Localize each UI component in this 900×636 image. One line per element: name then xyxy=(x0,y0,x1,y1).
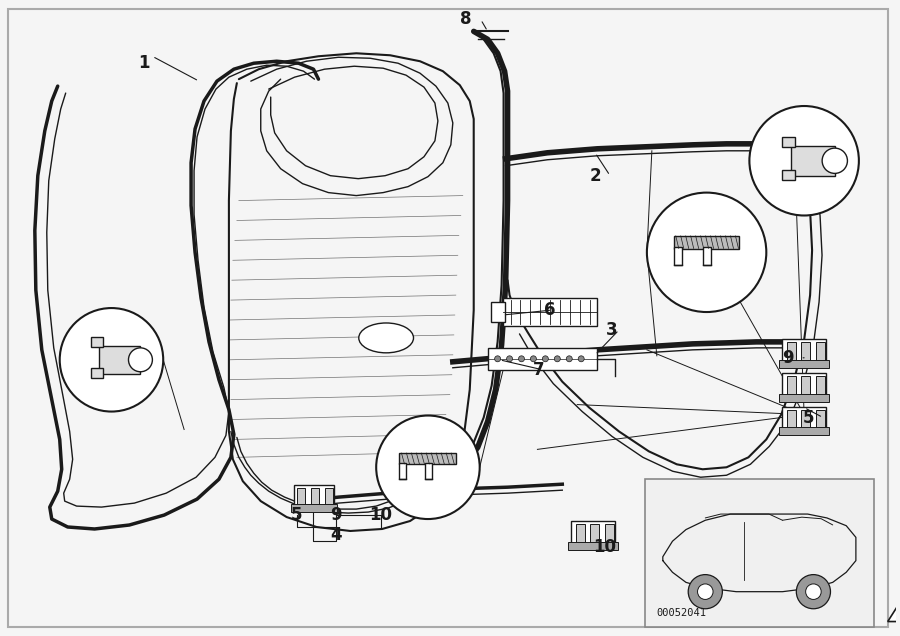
Bar xyxy=(782,373,826,399)
Text: 4: 4 xyxy=(330,526,342,544)
Bar xyxy=(674,247,681,265)
Bar xyxy=(568,542,618,550)
Text: 5: 5 xyxy=(803,408,814,427)
Bar xyxy=(815,410,824,431)
Circle shape xyxy=(59,308,163,411)
Circle shape xyxy=(518,356,525,362)
Bar xyxy=(99,345,140,374)
Bar xyxy=(815,376,824,397)
Bar xyxy=(782,406,826,434)
Bar xyxy=(791,146,835,176)
Bar xyxy=(491,302,505,322)
Bar xyxy=(400,453,456,464)
Circle shape xyxy=(554,356,561,362)
Circle shape xyxy=(129,348,152,372)
Bar xyxy=(801,342,810,363)
Text: 10: 10 xyxy=(594,538,616,556)
Text: 3: 3 xyxy=(607,321,618,339)
Text: 8: 8 xyxy=(460,10,472,29)
Bar xyxy=(425,463,432,479)
Text: 5: 5 xyxy=(291,506,302,524)
Bar xyxy=(297,488,305,507)
Text: 00052041: 00052041 xyxy=(657,607,706,618)
Bar xyxy=(91,368,104,378)
Bar xyxy=(782,339,826,366)
Text: 10: 10 xyxy=(370,506,392,524)
Circle shape xyxy=(530,356,536,362)
Text: 2: 2 xyxy=(590,167,601,184)
Bar xyxy=(779,394,829,401)
Circle shape xyxy=(822,148,848,174)
Bar xyxy=(801,410,810,431)
Bar xyxy=(576,524,584,545)
Bar xyxy=(801,376,810,397)
Text: 9: 9 xyxy=(330,506,342,524)
Circle shape xyxy=(796,574,831,609)
Bar xyxy=(779,360,829,368)
Bar xyxy=(787,342,796,363)
Polygon shape xyxy=(887,600,900,621)
Bar xyxy=(815,342,824,363)
Bar xyxy=(674,236,740,249)
Bar xyxy=(91,337,104,347)
Bar xyxy=(502,298,597,326)
Bar xyxy=(311,488,319,507)
Circle shape xyxy=(806,584,821,600)
Bar xyxy=(488,348,597,370)
Bar xyxy=(782,170,796,181)
Circle shape xyxy=(750,106,859,216)
Bar xyxy=(293,485,335,510)
Circle shape xyxy=(698,584,713,600)
Bar xyxy=(400,463,406,479)
Circle shape xyxy=(507,356,512,362)
Bar xyxy=(703,247,711,265)
Circle shape xyxy=(495,356,500,362)
Circle shape xyxy=(578,356,584,362)
Ellipse shape xyxy=(359,323,413,353)
Bar xyxy=(787,376,796,397)
Text: 9: 9 xyxy=(782,349,794,367)
Circle shape xyxy=(543,356,548,362)
Circle shape xyxy=(566,356,572,362)
Bar xyxy=(779,427,829,436)
Circle shape xyxy=(647,193,766,312)
Bar xyxy=(291,504,338,512)
Bar xyxy=(590,524,599,545)
Bar xyxy=(605,524,614,545)
Bar xyxy=(782,137,796,147)
Bar xyxy=(572,521,615,548)
Text: 7: 7 xyxy=(533,361,544,379)
Bar xyxy=(325,488,333,507)
Circle shape xyxy=(446,463,462,479)
Text: 6: 6 xyxy=(544,301,555,319)
Bar xyxy=(645,479,874,626)
Bar xyxy=(787,410,796,431)
Circle shape xyxy=(376,415,480,519)
Text: 1: 1 xyxy=(139,54,150,73)
Circle shape xyxy=(688,574,723,609)
